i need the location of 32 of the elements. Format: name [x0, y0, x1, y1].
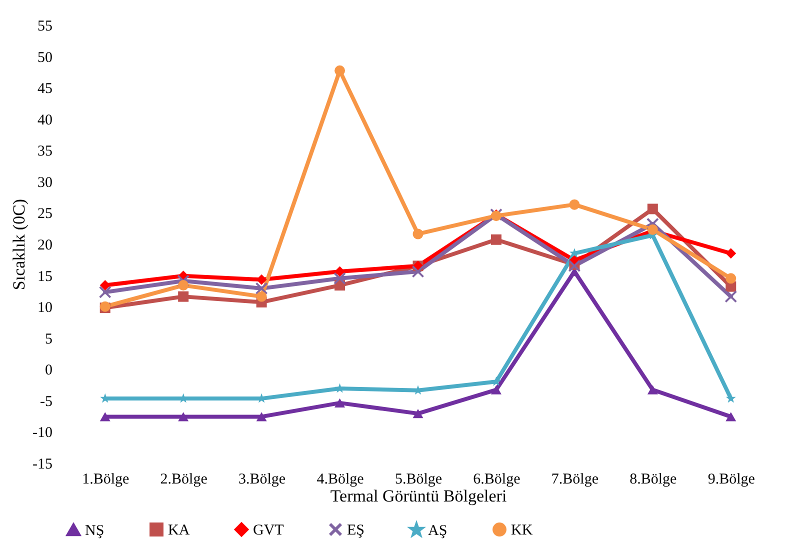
x-tick-label: 3.Bölge — [238, 472, 286, 488]
y-tick-label: 20 — [38, 238, 52, 254]
y-axis-title: Sıcaklık (0C) — [10, 198, 29, 290]
y-tick-label: 40 — [38, 112, 52, 128]
x-tick-label: 7.Bölge — [551, 472, 599, 488]
y-tick-label: 10 — [38, 300, 52, 316]
x-tick-label: 8.Bölge — [630, 472, 678, 488]
x-tick-label: 1.Bölge — [82, 472, 130, 488]
y-tick-label: -10 — [32, 425, 52, 442]
y-tick-label: 5 — [45, 331, 52, 348]
x-tick-label: 5.Bölge — [394, 472, 442, 488]
y-tick-label: 35 — [38, 144, 52, 160]
legend-label: KA — [168, 522, 190, 539]
y-tick-label: 0 — [45, 362, 52, 379]
x-axis-title: Termal Görüntü Bölgeleri — [330, 486, 507, 506]
x-tick-label: 2.Bölge — [160, 472, 208, 488]
x-tick-label: 6.Bölge — [473, 472, 521, 488]
legend-label: KK — [511, 522, 533, 539]
legend-label: GVT — [253, 522, 284, 539]
y-tick-label: 30 — [38, 174, 52, 191]
legend-label: NŞ — [85, 522, 104, 539]
y-tick-label: 45 — [38, 81, 52, 98]
y-tick-label: 50 — [38, 50, 52, 66]
legend-label: EŞ — [347, 522, 365, 539]
x-tick-label: 9.Bölge — [708, 472, 756, 488]
y-tick-label: 55 — [38, 18, 52, 34]
y-tick-label: -15 — [32, 456, 52, 472]
legend-label: AŞ — [428, 523, 448, 540]
y-tick-label: 25 — [38, 206, 52, 222]
y-tick-label: 15 — [38, 268, 52, 285]
y-tick-label: -5 — [40, 394, 52, 410]
x-tick-label: 4.Bölge — [316, 472, 364, 488]
